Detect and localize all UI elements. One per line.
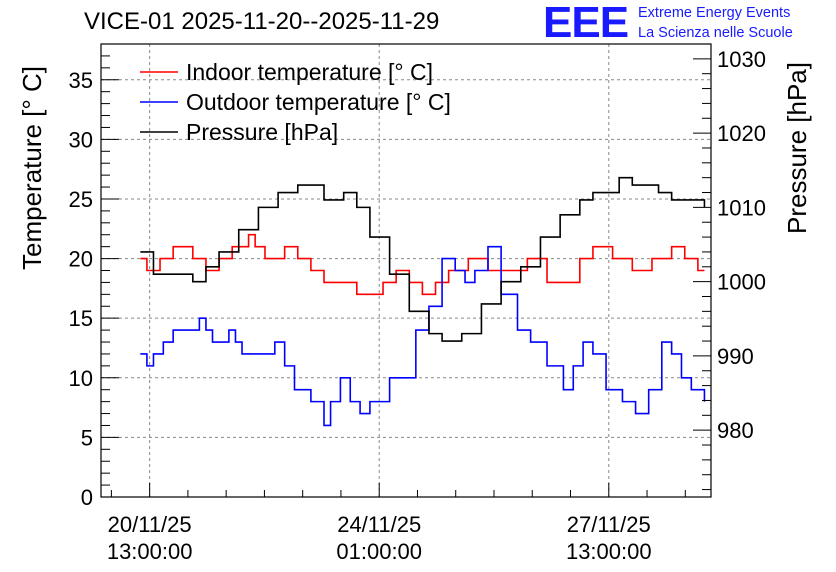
chart-title: VICE-01 2025-11-20--2025-11-29 (84, 8, 440, 35)
x-tick-label-date: 27/11/25 (567, 512, 651, 537)
x-tick-label-date: 24/11/25 (337, 512, 421, 537)
y-tick-label: 25 (69, 187, 93, 212)
y2-tick-label: 1000 (717, 270, 766, 295)
x-tick-label-time: 01:00:00 (336, 539, 422, 564)
y2-tick-label: 1010 (717, 195, 766, 220)
y-axis-label-temperature: Temperature [° C] (17, 65, 47, 270)
y-tick-label: 30 (69, 127, 93, 152)
legend-label: Pressure [hPa] (186, 119, 338, 145)
y2-tick-label: 1030 (717, 47, 766, 72)
x-tick-label-date: 20/11/25 (108, 512, 192, 537)
x-tick-label-time: 13:00:00 (566, 539, 652, 564)
eee-logo: EEE (543, 0, 629, 47)
legend-label: Indoor temperature [° C] (186, 59, 433, 85)
y2-tick-label: 1020 (717, 121, 766, 146)
series-layer (140, 176, 706, 427)
y-tick-label: 35 (69, 68, 93, 93)
y-axis-label-pressure: Pressure [hPa] (782, 62, 812, 234)
y-tick-label: 20 (69, 247, 93, 272)
y-tick-label: 0 (81, 485, 93, 510)
y-tick-label: 10 (69, 366, 93, 391)
outdoor-temperature-line (140, 245, 706, 427)
axes: 0 5 10 15 20 25 30 35 980 990 1000 1010 1020 1030 20/1… (69, 43, 766, 564)
x-tick-label-time: 13:00:00 (107, 539, 193, 564)
y2-tick-label: 980 (717, 418, 754, 443)
y2-tick-label: 990 (717, 344, 754, 369)
legend: Indoor temperature [° C] Outdoor temperat… (140, 59, 451, 145)
indoor-temperature-line (140, 233, 705, 296)
pressure-line (140, 176, 706, 342)
org-name-line2: La Scienza nelle Scuole (638, 25, 793, 41)
org-name-line1: Extreme Energy Events (638, 5, 791, 21)
y-tick-label: 15 (69, 306, 93, 331)
legend-label: Outdoor temperature [° C] (186, 89, 451, 115)
y-tick-label: 5 (81, 425, 93, 450)
